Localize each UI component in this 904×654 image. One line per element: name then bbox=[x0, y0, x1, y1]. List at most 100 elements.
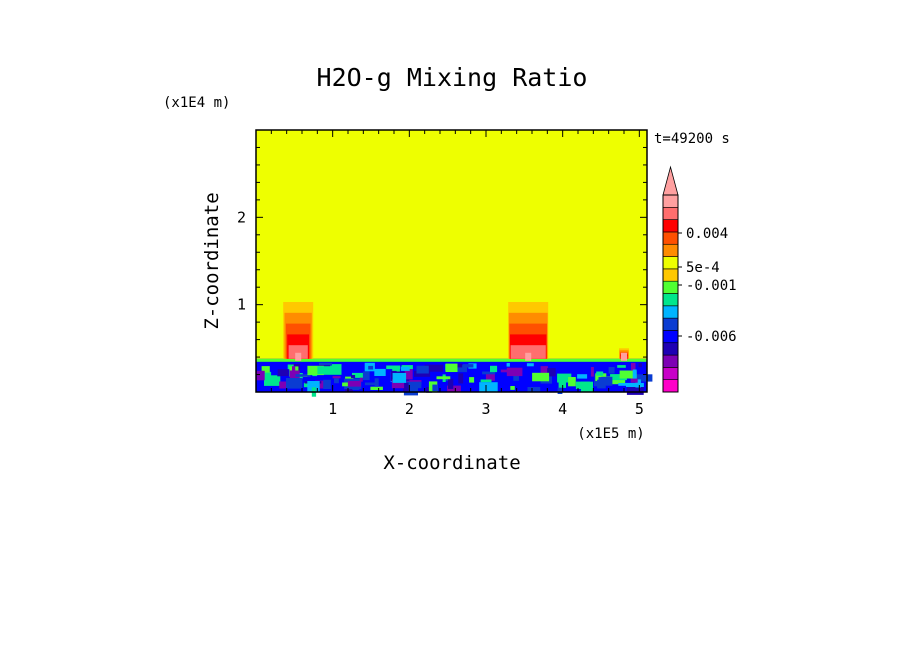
surface-texture-cell bbox=[526, 363, 534, 367]
colorbar-swatch bbox=[662, 367, 679, 380]
surface-texture-cell bbox=[416, 365, 429, 374]
colorbar-swatch bbox=[662, 293, 679, 307]
colorbar-swatch bbox=[662, 379, 679, 393]
colorbar-swatch bbox=[662, 243, 679, 257]
surface-layer-edge bbox=[256, 358, 647, 362]
surface-texture-cell bbox=[279, 381, 290, 389]
surface-texture-cell bbox=[436, 376, 451, 380]
surface-texture-cell bbox=[638, 363, 642, 368]
surface-texture-cell bbox=[405, 381, 422, 389]
surface-texture-cell bbox=[374, 378, 379, 386]
colorbar-swatch bbox=[662, 280, 679, 294]
surface-texture-cell bbox=[370, 386, 383, 390]
x-tick-label: 2 bbox=[405, 400, 414, 418]
surface-texture-cell bbox=[362, 371, 370, 381]
colorbar-swatch bbox=[662, 305, 679, 319]
colorbar-label: 0.004 bbox=[686, 226, 728, 242]
colorbar-label: 5e-4 bbox=[686, 260, 720, 276]
surface-texture-cell bbox=[558, 380, 566, 388]
colorbar-swatch bbox=[662, 207, 679, 220]
x-tick-label: 3 bbox=[481, 400, 490, 418]
surface-texture-cell bbox=[400, 366, 410, 371]
surface-texture-cell bbox=[267, 375, 278, 383]
surface-texture-cell bbox=[261, 366, 270, 373]
surface-texture-cell bbox=[424, 364, 444, 372]
surface-texture-cell bbox=[315, 380, 330, 389]
surface-texture-cell bbox=[463, 364, 474, 368]
surface-texture-cell bbox=[323, 379, 331, 389]
surface-texture-cell bbox=[449, 364, 467, 373]
plot-area bbox=[256, 130, 653, 397]
surface-texture-cell bbox=[626, 386, 644, 395]
field-background bbox=[256, 130, 647, 392]
surface-texture-cell bbox=[347, 381, 361, 387]
surface-texture-cell bbox=[404, 369, 413, 380]
surface-texture-cell bbox=[506, 367, 523, 377]
colorbar-extension-arrow bbox=[662, 165, 679, 196]
colorbar-swatch bbox=[662, 231, 679, 245]
x-tick-label: 4 bbox=[558, 400, 567, 418]
colorbar-label: -0.006 bbox=[686, 329, 737, 345]
colorbar-swatch bbox=[662, 194, 679, 208]
surface-texture-cell bbox=[292, 366, 296, 375]
surface-texture-cell bbox=[596, 371, 604, 376]
surface-texture-cell bbox=[307, 381, 320, 392]
surface-texture-cell bbox=[258, 371, 272, 378]
surface-texture-cell bbox=[319, 362, 332, 366]
surface-texture-cell bbox=[448, 378, 454, 389]
surface-texture-cell bbox=[334, 378, 339, 384]
surface-texture-cell bbox=[557, 373, 572, 383]
surface-texture-cell bbox=[359, 377, 363, 382]
surface-texture-cell bbox=[527, 387, 541, 392]
surface-texture-cell bbox=[402, 382, 409, 392]
surface-texture-cell bbox=[391, 379, 405, 389]
surface-texture-cell bbox=[532, 372, 550, 382]
colorbar-label: -0.001 bbox=[686, 278, 737, 294]
colorbar-frame bbox=[662, 194, 679, 393]
surface-texture-cell bbox=[606, 376, 626, 385]
surface-texture-cell bbox=[469, 377, 475, 383]
plume-band bbox=[288, 345, 308, 359]
colorbar-swatch bbox=[662, 219, 679, 233]
surface-texture-cell bbox=[480, 379, 492, 383]
surface-texture-cell bbox=[490, 365, 498, 373]
plume-core bbox=[525, 352, 532, 361]
surface-texture-cell bbox=[445, 363, 458, 372]
z-tick-label: 2 bbox=[237, 208, 246, 226]
surface-texture-cell bbox=[286, 378, 303, 389]
surface-texture-cell bbox=[631, 362, 636, 371]
surface-texture-cell bbox=[510, 386, 515, 390]
surface-texture-cell bbox=[547, 368, 556, 377]
surface-texture-cell bbox=[414, 370, 431, 377]
time-label: t=49200 s bbox=[654, 131, 730, 147]
surface-texture-cell bbox=[619, 370, 637, 379]
surface-texture-cell bbox=[277, 369, 289, 377]
surface-texture-cell bbox=[447, 385, 461, 392]
surface-texture-cell bbox=[386, 365, 401, 370]
surface-texture-cell bbox=[351, 375, 356, 379]
surface-texture-cell bbox=[635, 374, 653, 382]
surface-texture-cell bbox=[317, 366, 334, 375]
plume-band bbox=[510, 345, 546, 359]
surface-texture-cell bbox=[332, 376, 341, 379]
surface-texture-cell bbox=[368, 365, 374, 370]
plot-frame bbox=[255, 129, 648, 393]
axes bbox=[255, 129, 648, 393]
surface-texture-cell bbox=[295, 374, 311, 377]
surface-texture-cell bbox=[618, 383, 628, 386]
x-axis-label: X-coordinate bbox=[383, 452, 520, 474]
surface-texture-cell bbox=[540, 366, 548, 375]
plume-core bbox=[295, 352, 302, 361]
surface-texture-cell bbox=[458, 373, 464, 384]
ticks: 1 2 3 4 5 1 2 bbox=[237, 130, 647, 418]
surface-texture-cell bbox=[345, 376, 354, 380]
surface-texture-cell bbox=[630, 378, 638, 383]
surface-texture-cell bbox=[617, 365, 626, 368]
colorbar: 0.004 5e-4 -0.001 -0.006 bbox=[662, 165, 737, 393]
surface-texture-cell bbox=[392, 373, 407, 383]
colorbar-swatch bbox=[662, 268, 679, 282]
surface-texture-cell bbox=[594, 381, 598, 387]
x-tick-label: 5 bbox=[635, 400, 644, 418]
chart-title: H2O-g Mixing Ratio bbox=[317, 63, 588, 92]
colorbar-swatch bbox=[662, 330, 679, 344]
